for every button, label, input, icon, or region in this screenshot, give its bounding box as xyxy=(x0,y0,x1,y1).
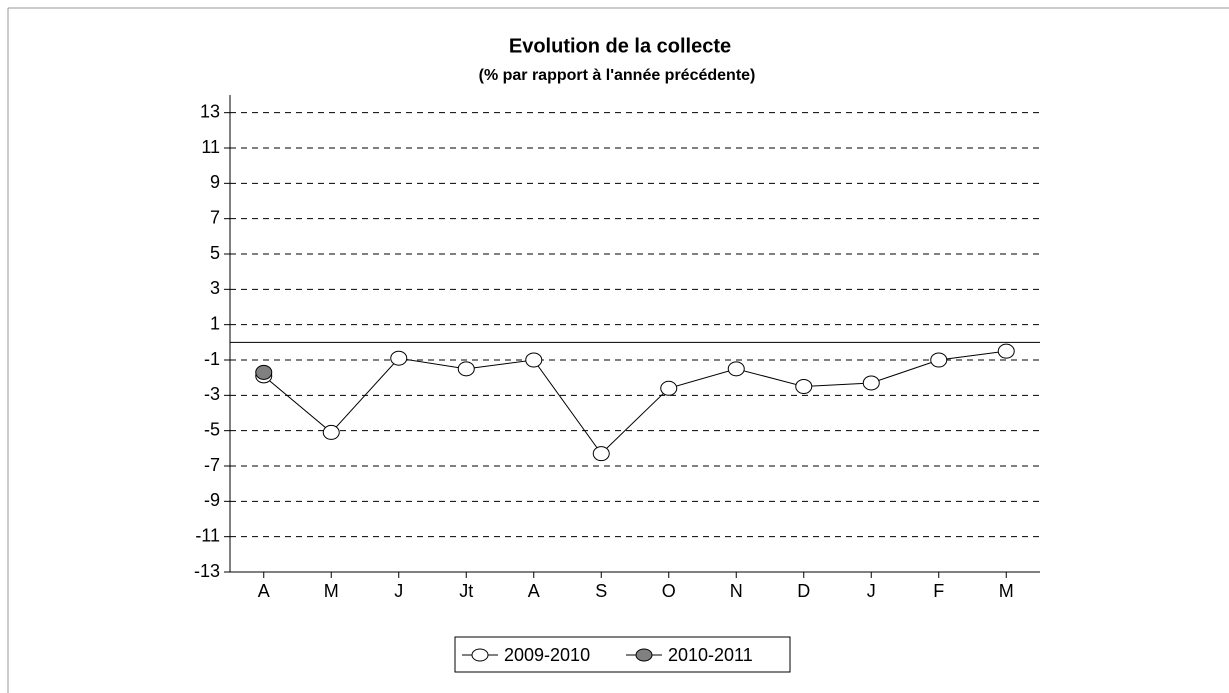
y-tick-label: -5 xyxy=(204,419,220,439)
y-tick-label: -13 xyxy=(194,561,220,581)
point xyxy=(930,352,948,368)
legend-marker xyxy=(635,648,653,662)
point xyxy=(322,424,340,440)
y-tick-label: -11 xyxy=(195,525,220,545)
x-tick-label: F xyxy=(933,581,944,601)
point xyxy=(660,380,678,396)
y-tick-label: -7 xyxy=(204,455,220,475)
y-tick-label: 5 xyxy=(210,243,220,263)
x-tick-label: A xyxy=(528,581,540,601)
point xyxy=(457,361,475,377)
y-tick-label: 7 xyxy=(210,207,220,227)
legend-marker xyxy=(471,648,489,662)
y-tick-label: 1 xyxy=(210,313,220,333)
x-tick-label: J xyxy=(394,581,403,601)
chart-subtitle: (% par rapport à l'année précédente) xyxy=(479,67,756,84)
y-tick-label: 9 xyxy=(210,172,220,192)
point xyxy=(390,350,408,366)
x-tick-label: S xyxy=(595,581,607,601)
y-tick-label: 11 xyxy=(201,137,220,157)
point xyxy=(795,379,813,394)
x-tick-label: D xyxy=(797,581,810,601)
x-tick-label: Jt xyxy=(459,581,473,601)
legend-label: 2010-2011 xyxy=(668,645,753,665)
y-tick-label: -9 xyxy=(204,490,220,510)
x-tick-label: A xyxy=(258,581,270,601)
chart-title: Evolution de la collecte xyxy=(509,35,731,57)
point xyxy=(862,375,880,391)
point xyxy=(525,352,543,368)
x-tick-label: N xyxy=(730,581,743,601)
x-tick-label: O xyxy=(662,581,676,601)
y-tick-label: 13 xyxy=(200,101,220,121)
x-tick-label: M xyxy=(999,581,1014,601)
point xyxy=(727,361,745,377)
x-tick-label: M xyxy=(324,581,339,601)
legend-label: 2009-2010 xyxy=(504,645,590,665)
point xyxy=(592,446,610,462)
point xyxy=(255,364,273,380)
x-tick-label: J xyxy=(867,581,876,601)
y-tick-label: 3 xyxy=(210,278,220,298)
point xyxy=(997,343,1015,359)
y-tick-label: -3 xyxy=(204,384,220,404)
legend-box xyxy=(454,636,791,673)
y-tick-label: -1 xyxy=(204,349,220,369)
series-line xyxy=(263,350,1007,455)
